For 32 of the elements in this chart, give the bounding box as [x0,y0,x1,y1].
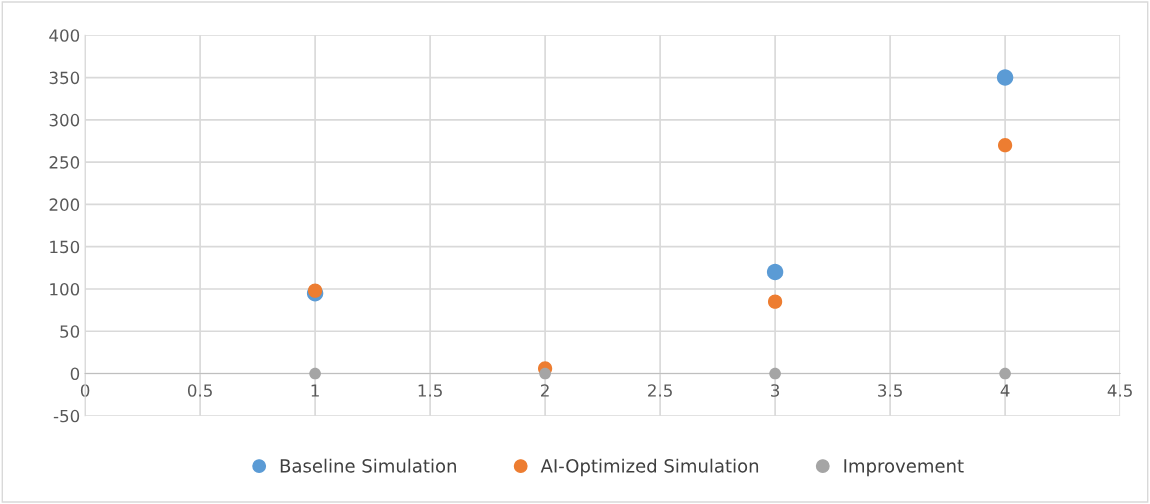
x-tick-label: 1 [311,384,319,397]
y-tick-label: 100 [50,282,80,296]
point [769,367,781,380]
x-tick-label: 2.5 [648,384,672,397]
point [767,294,783,309]
x-tick-label: 4 [1000,384,1010,397]
y-tick-label: 400 [49,29,80,42]
x-tick-label: 3 [771,384,780,397]
point [996,69,1014,86]
y-tick-label: 0 [70,367,80,381]
y-tick-label: -50 [53,409,80,423]
legend-label: Improvement [844,459,964,477]
point [997,138,1013,153]
y-tick-label: 150 [50,240,80,254]
point [766,263,784,281]
x-tick-label: 0 [80,384,90,397]
legend-label: Baseline Simulation [280,458,456,473]
x-tick-label: 4.5 [1107,384,1132,397]
point [999,367,1011,380]
x-tick-label: 1.5 [418,384,442,397]
point [539,367,551,380]
legend-label: AI-Optimized Simulation [540,458,759,477]
point [307,283,323,298]
x-tick-label: 2 [541,384,549,397]
y-tick-label: 200 [49,198,80,211]
x-tick-label: 3.5 [878,384,902,397]
y-tick-label: 250 [49,156,80,169]
y-tick-label: 350 [49,71,80,85]
y-tick-label: 50 [60,325,80,338]
y-tick-label: 300 [49,113,80,127]
point [309,367,321,380]
x-tick-label: 0.5 [187,384,212,397]
